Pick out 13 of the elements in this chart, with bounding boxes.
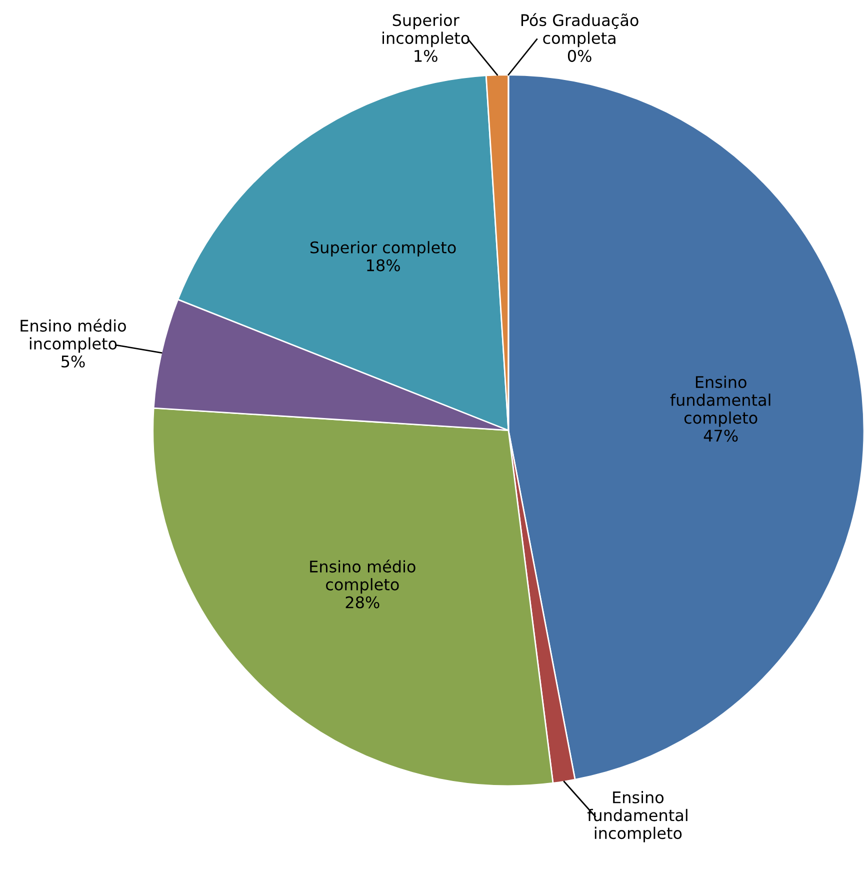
text: 0% [568,50,592,62]
slice-label: Ensino médio incompleto [20,318,126,353]
slice-label: Ensino fundamental completo [670,376,770,427]
slice-label: Ensino médio completo [310,560,416,594]
data-label: 1% [414,50,438,62]
category-label: Pós Graduação completa [521,13,638,48]
data-label: 5% [62,355,85,368]
data-label: 28% [346,596,380,608]
data-label: 47% [704,430,738,442]
data-label: 18% [367,259,400,272]
slice-label: Superior incompleto [382,14,470,48]
slice-label: Superior completo [310,241,456,257]
slice-label: Ensino fundamental incompleto [587,791,688,842]
